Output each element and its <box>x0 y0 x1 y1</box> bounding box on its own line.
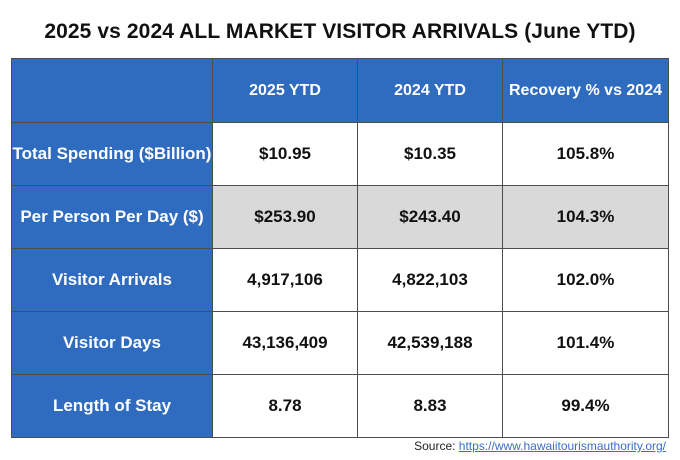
cell-2025: $253.90 <box>212 185 358 249</box>
source-link[interactable]: https://www.hawaiitourismauthority.org/ <box>458 439 666 453</box>
row-label: Visitor Arrivals <box>11 248 213 312</box>
header-2025-ytd: 2025 YTD <box>212 58 358 123</box>
table-row: Per Person Per Day ($) $253.90 $243.40 1… <box>11 185 669 249</box>
page-title: 2025 vs 2024 ALL MARKET VISITOR ARRIVALS… <box>44 20 636 43</box>
table-row: Visitor Arrivals 4,917,106 4,822,103 102… <box>11 248 669 312</box>
cell-2025: 43,136,409 <box>212 311 358 375</box>
cell-recovery: 104.3% <box>502 185 669 249</box>
row-label: Total Spending ($Billion) <box>11 122 213 186</box>
cell-2024: $243.40 <box>357 185 503 249</box>
cell-2024: 42,539,188 <box>357 311 503 375</box>
table-row: Length of Stay 8.78 8.83 99.4% <box>11 374 669 438</box>
header-corner-cell <box>11 58 213 123</box>
visitor-arrivals-table: 2025 YTD 2024 YTD Recovery % vs 2024 Tot… <box>11 58 669 438</box>
row-label: Per Person Per Day ($) <box>11 185 213 249</box>
cell-2025: 4,917,106 <box>212 248 358 312</box>
cell-2025: 8.78 <box>212 374 358 438</box>
cell-2024: $10.35 <box>357 122 503 186</box>
cell-2024: 8.83 <box>357 374 503 438</box>
cell-recovery: 105.8% <box>502 122 669 186</box>
cell-2025: $10.95 <box>212 122 358 186</box>
header-recovery: Recovery % vs 2024 <box>502 58 669 123</box>
cell-recovery: 99.4% <box>502 374 669 438</box>
cell-recovery: 102.0% <box>502 248 669 312</box>
cell-2024: 4,822,103 <box>357 248 503 312</box>
source-prefix: Source: <box>414 439 459 453</box>
row-label: Visitor Days <box>11 311 213 375</box>
table-header-row: 2025 YTD 2024 YTD Recovery % vs 2024 <box>11 58 669 123</box>
table-row: Total Spending ($Billion) $10.95 $10.35 … <box>11 122 669 186</box>
table-row: Visitor Days 43,136,409 42,539,188 101.4… <box>11 311 669 375</box>
source-note: Source: https://www.hawaiitourismauthori… <box>414 439 666 453</box>
cell-recovery: 101.4% <box>502 311 669 375</box>
row-label: Length of Stay <box>11 374 213 438</box>
header-2024-ytd: 2024 YTD <box>357 58 503 123</box>
